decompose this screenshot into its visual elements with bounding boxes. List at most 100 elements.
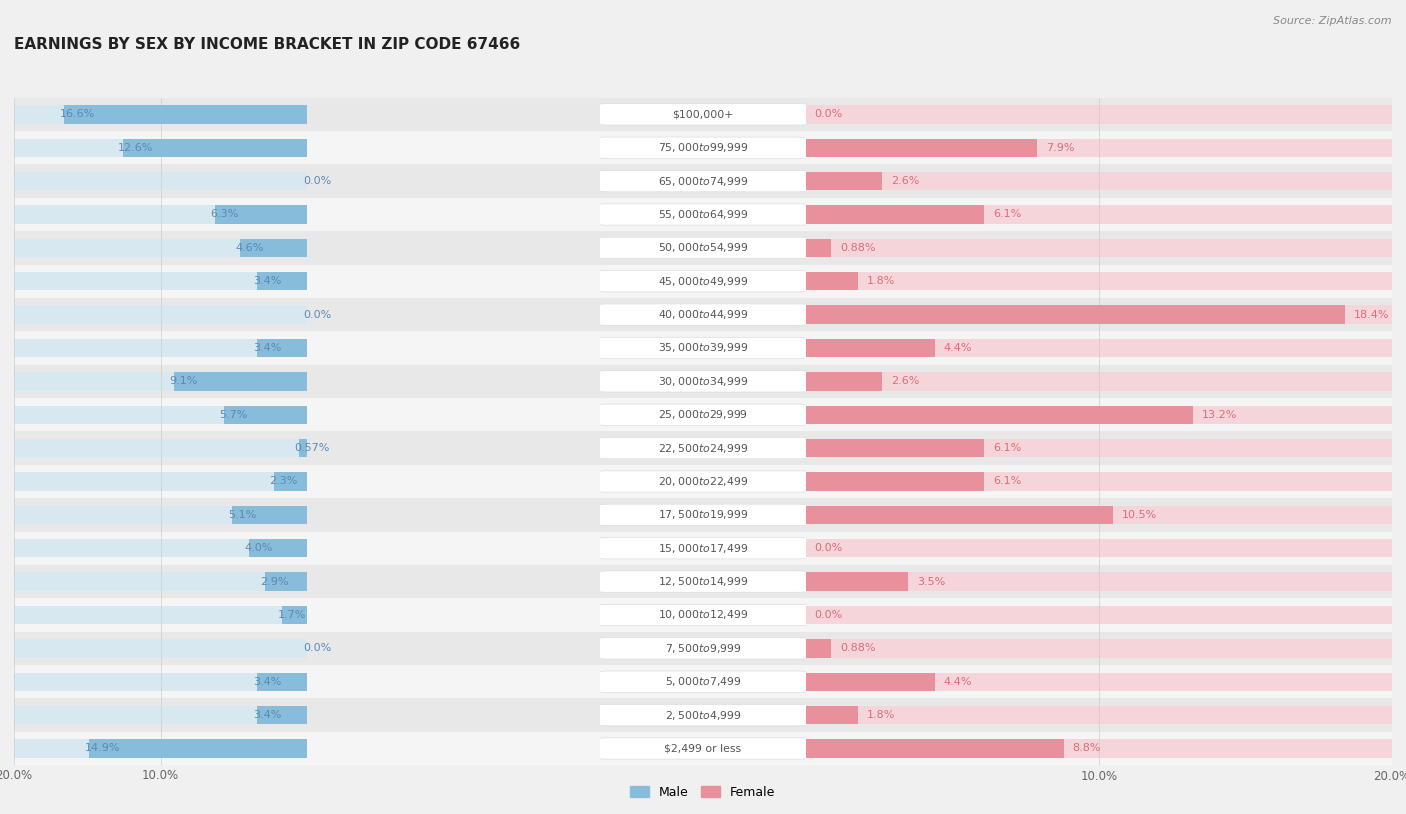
FancyBboxPatch shape [599,637,807,659]
Text: 13.2%: 13.2% [1201,409,1237,420]
Bar [806,539,1392,558]
Text: $12,500 to $14,999: $12,500 to $14,999 [658,575,748,588]
FancyBboxPatch shape [599,737,807,759]
Bar [806,131,1406,164]
Text: $30,000 to $34,999: $30,000 to $34,999 [658,375,748,387]
Text: $7,500 to $9,999: $7,500 to $9,999 [665,642,741,654]
Text: 4.4%: 4.4% [943,343,972,353]
Bar [600,431,806,465]
Bar [806,172,882,190]
Bar [806,439,1392,457]
Bar [14,131,600,164]
Bar [14,606,308,624]
FancyBboxPatch shape [599,404,807,426]
Bar [806,472,1392,491]
Bar [283,606,308,624]
Bar [806,339,935,357]
Bar [806,632,1406,665]
Bar [14,472,308,491]
Bar [174,372,308,391]
Text: 6.1%: 6.1% [993,476,1022,487]
Bar [14,706,308,724]
Text: 4.4%: 4.4% [943,676,972,687]
Bar [14,98,600,131]
Bar [14,339,308,357]
Bar [600,98,806,131]
Bar [122,138,308,157]
FancyBboxPatch shape [599,470,807,492]
Text: 9.1%: 9.1% [170,376,198,387]
FancyBboxPatch shape [599,304,807,326]
Bar [600,331,806,365]
Bar [14,698,600,732]
Bar [806,405,1392,424]
Bar [600,532,806,565]
Bar [806,198,1406,231]
Text: 0.88%: 0.88% [841,643,876,654]
FancyBboxPatch shape [599,103,807,125]
Bar [806,706,1392,724]
Bar [806,639,831,658]
Text: 4.0%: 4.0% [245,543,273,554]
Text: $22,500 to $24,999: $22,500 to $24,999 [658,442,748,454]
Text: 10.5%: 10.5% [1122,510,1157,520]
Text: $20,000 to $22,499: $20,000 to $22,499 [658,475,748,488]
Bar [264,572,308,591]
Text: $10,000 to $12,499: $10,000 to $12,499 [658,609,748,621]
Bar [600,198,806,231]
Text: $65,000 to $74,999: $65,000 to $74,999 [658,175,748,187]
Bar [806,739,1392,758]
Bar [806,665,1406,698]
Bar [600,565,806,598]
Bar [14,405,308,424]
Bar [806,498,1406,532]
Bar [806,205,1392,224]
Text: 0.57%: 0.57% [294,443,330,453]
Bar [806,606,1392,624]
Text: 0.88%: 0.88% [841,243,876,253]
FancyBboxPatch shape [599,337,807,359]
Text: 14.9%: 14.9% [84,743,120,754]
Text: 3.5%: 3.5% [917,576,945,587]
Bar [600,265,806,298]
Text: 6.1%: 6.1% [993,443,1022,453]
Bar [600,665,806,698]
Bar [806,732,1406,765]
Bar [600,498,806,532]
FancyBboxPatch shape [599,437,807,459]
Bar [14,465,600,498]
Text: 0.0%: 0.0% [814,610,842,620]
Bar [249,539,308,558]
Bar [257,272,308,291]
Bar [600,365,806,398]
Bar [14,138,308,157]
Bar [806,272,859,291]
Bar [14,239,308,257]
Text: 5.7%: 5.7% [219,409,247,420]
Bar [806,239,831,257]
Bar [806,138,1392,157]
Bar [806,572,908,591]
Bar [14,739,308,758]
Bar [600,732,806,765]
Text: $35,000 to $39,999: $35,000 to $39,999 [658,342,748,354]
Bar [806,372,1392,391]
Bar [600,164,806,198]
Bar [14,439,308,457]
Bar [806,138,1038,157]
FancyBboxPatch shape [599,504,807,526]
Bar [806,98,1406,131]
Bar [806,572,1392,591]
Text: 1.7%: 1.7% [278,610,307,620]
Bar [806,305,1392,324]
Bar [14,431,600,465]
Bar [14,598,600,632]
Bar [806,565,1406,598]
Bar [806,505,1114,524]
Text: 7.9%: 7.9% [1046,142,1074,153]
Bar [806,205,984,224]
Bar [14,231,600,265]
Text: 12.6%: 12.6% [118,142,153,153]
Text: 3.4%: 3.4% [253,276,281,287]
Bar [14,205,308,224]
